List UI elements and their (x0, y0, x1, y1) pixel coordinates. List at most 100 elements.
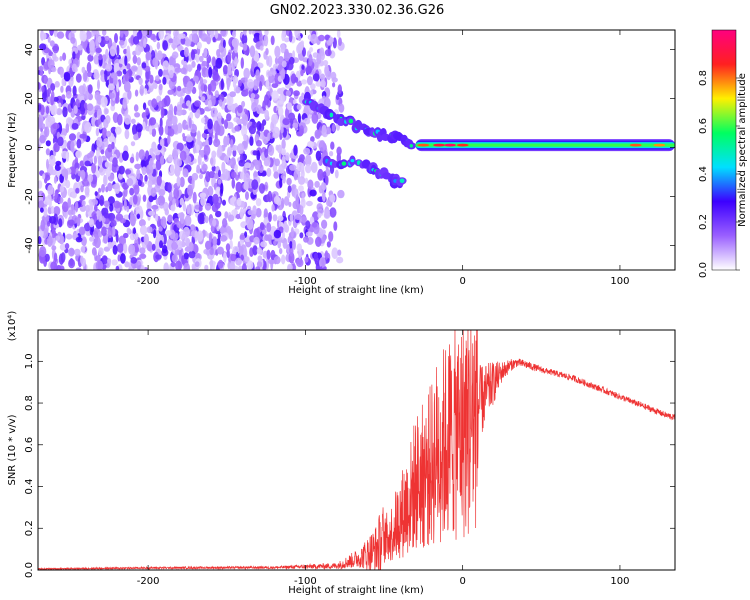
spectrogram-noise-cell (305, 154, 312, 167)
spectrogram-noise-cell (305, 66, 312, 74)
spectrogram-noise-cell (252, 245, 258, 256)
snr-y-tick-label: 0.0 (24, 562, 35, 578)
spectrogram-noise-cell (98, 166, 106, 176)
spectrogram-noise-cell (70, 36, 76, 44)
spectrogram-noise-cell (115, 233, 119, 243)
spectrogram-noise-cell (183, 252, 189, 260)
spectrogram-noise-cell (148, 195, 154, 203)
spectrogram-noise-cell (283, 220, 288, 233)
spectrogram-noise-cell (277, 144, 283, 154)
spectrogram-noise-cell (235, 86, 241, 94)
spectrogram-noise-cell (48, 51, 54, 57)
spectrogram-noise-cell (91, 247, 97, 256)
spectrogram-noise-cell (95, 260, 104, 270)
spectrogram-noise-cell (281, 148, 287, 156)
spectrogram-noise-cell (282, 30, 286, 39)
spectrogram-noise-cell (290, 227, 294, 238)
spectrogram-noise-cell (286, 267, 293, 270)
spectrogram-noise-cell (133, 133, 139, 141)
spectrogram-noise-cell (50, 83, 56, 92)
spectrogram-noise-cell (64, 243, 70, 250)
spectrogram-noise-cell (231, 145, 239, 151)
spectrogram-noise-cell (130, 216, 136, 227)
spectrogram-noise-cell (107, 182, 113, 192)
spectrogram-noise-cell (182, 168, 189, 178)
spectrogram-noise-cell (235, 174, 240, 181)
spectrogram-noise-cell (57, 265, 65, 270)
spectrogram-noise-cell (122, 150, 129, 161)
spectrogram-noise-cell (130, 141, 136, 147)
spectrogram-noise-cell (86, 103, 94, 112)
spectrogram-noise-cell (264, 148, 269, 158)
figure-title: GN02.2023.330.02.36.G26 (270, 3, 445, 18)
spectrogram-noise-cell (145, 51, 152, 61)
spectrogram-noise-cell (53, 176, 57, 184)
spectrogram-noise-cell (292, 239, 296, 250)
spectrogram-noise-cell (274, 158, 281, 167)
spectrogram-noise-cell (101, 184, 105, 193)
spectrogram-noise-cell (219, 173, 226, 181)
spectrogram-x-tick-label: -100 (294, 276, 317, 287)
spectrogram-noise-cell (271, 113, 279, 125)
spectrogram-noise-cell (332, 82, 336, 88)
colorbar: 0.0 0.2 0.4 0.6 0.8 Normalized spectral ampl… (698, 29, 748, 278)
spectrogram-noise-cell (131, 118, 136, 125)
spectrogram-noise-cell (47, 59, 55, 69)
spectrogram-noise-cell (75, 73, 82, 83)
spectrogram-noise-cell (224, 211, 229, 219)
spectrogram-noise-cell (253, 236, 260, 245)
spectrogram-noise-cell (200, 96, 206, 102)
spectrogram-noise-cell (186, 100, 191, 107)
spectrogram-noise-cell (50, 104, 58, 116)
spectrogram-noise-cell (59, 55, 63, 62)
spectrogram-noise-cell (262, 100, 266, 111)
spectrogram-noise-cell (171, 254, 178, 263)
spectrogram-noise-cell (40, 207, 44, 213)
spectrogram-plot-area (38, 30, 675, 270)
spectrogram-noise-cell (71, 123, 79, 130)
spectrogram-noise-cell (145, 107, 150, 116)
spectrogram-noise-cell (42, 32, 47, 40)
spectrogram-noise-cell (59, 185, 65, 193)
spectrogram-noise-cell (40, 71, 44, 77)
spectrogram-noise-cell (193, 158, 197, 164)
spectrogram-noise-cell (74, 162, 80, 170)
spectrogram-noise-cell (218, 99, 223, 107)
spectrogram-noise-cell (162, 76, 167, 85)
spectrogram-noise-cell (100, 96, 108, 108)
spectrogram-noise-cell (103, 200, 110, 207)
spectrogram-noise-cell (174, 67, 182, 73)
spectrogram-noise-cell (179, 176, 185, 188)
spectrogram-noise-cell (272, 126, 280, 139)
spectrogram-y-tick-label: 40 (24, 43, 35, 56)
spectrogram-noise-cell (229, 239, 233, 250)
spectrogram-noise-cell (123, 232, 129, 239)
spectrogram-noise-cell (99, 195, 105, 207)
snr-x-tick-label: -200 (137, 576, 160, 587)
spectrogram-noise-cell (263, 159, 270, 167)
spectrogram-noise-cell (303, 147, 311, 155)
spectrogram-noise-cell (221, 117, 225, 125)
spectrogram-noise-cell (288, 30, 293, 43)
spectrogram-noise-cell (228, 229, 233, 241)
spectrogram-noise-cell (162, 40, 168, 51)
spectrogram-noise-cell (243, 30, 247, 36)
spectrogram-x-tick-label: 100 (610, 276, 629, 287)
spectrogram-noise-cell (117, 113, 123, 126)
spectrogram-noise-cell (290, 73, 297, 84)
spectrogram-band-peak (456, 143, 469, 147)
spectrogram-noise-cell (248, 81, 255, 89)
spectrogram-noise-cell (259, 81, 263, 91)
spectrogram-noise-cell (132, 194, 138, 205)
spectrogram-noise-cell (315, 150, 322, 161)
spectrogram-noise-cell (50, 228, 57, 239)
spectrogram-noise-cell (308, 54, 313, 66)
spectrogram-noise-cell (84, 160, 91, 167)
spectrogram-noise-cell (150, 33, 156, 41)
spectrogram-noise-cell (115, 265, 120, 270)
spectrogram-noise-cell (281, 230, 285, 241)
spectrogram-noise-cell (296, 243, 302, 252)
spectrogram-noise-cell (101, 226, 107, 237)
spectrogram-noise-cell (283, 51, 290, 62)
spectrogram-noise-cell (199, 55, 204, 63)
